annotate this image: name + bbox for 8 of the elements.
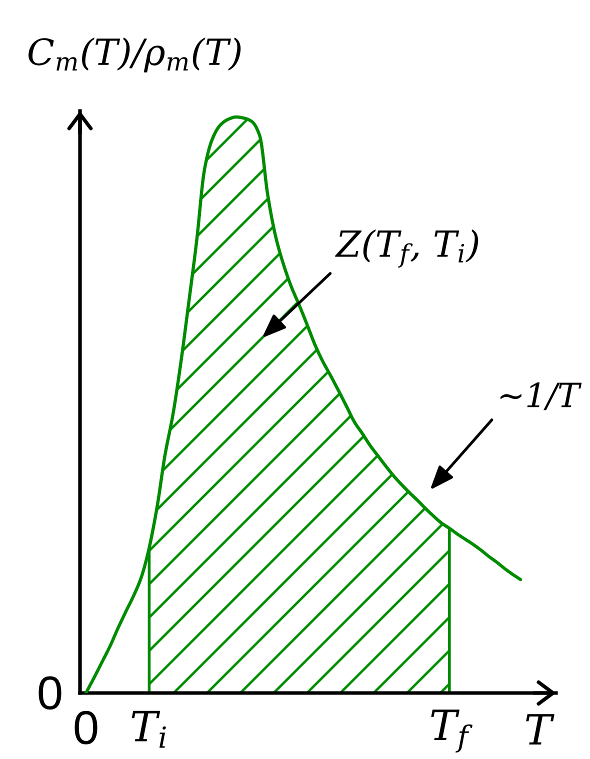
x-axis-title: T <box>526 714 554 744</box>
text: 0 <box>38 676 62 710</box>
y-axis-title: C$_{m}$(T)/ρ$_{m}$(T) <box>28 37 241 72</box>
annotation: ~1/T <box>500 382 582 410</box>
x-tick-label: 0 <box>74 710 98 744</box>
annotation: Z(T$_{f}$, T$_{i}$) <box>335 229 478 268</box>
x-tick-label: T$_{f}$ <box>431 710 472 753</box>
x-tick-label: T$_{i}$ <box>132 710 166 748</box>
